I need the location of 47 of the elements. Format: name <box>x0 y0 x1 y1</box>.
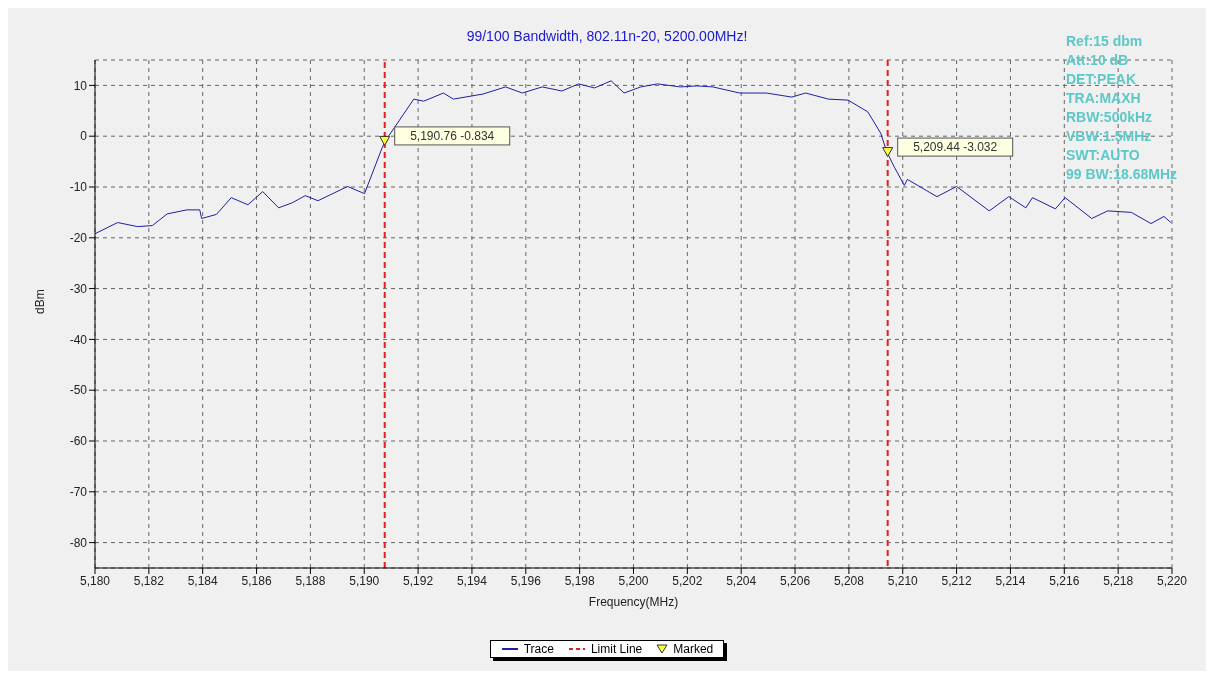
legend-label: Marked <box>672 642 714 656</box>
y-tick-label: -30 <box>69 281 88 296</box>
y-tick-label: -20 <box>69 231 88 246</box>
x-tick-label: 5,208 <box>833 573 865 588</box>
x-tick-label: 5,182 <box>133 573 165 588</box>
x-tick-label: 5,206 <box>780 573 811 588</box>
data-label: 5,209.44 -3.032 <box>913 140 998 155</box>
x-tick-label: 5,180 <box>79 573 111 588</box>
annotation: RBW:500kHz <box>1066 108 1154 127</box>
chart-title: 99/100 Bandwidth, 802.11n-20, 5200.00MHz! <box>466 28 748 44</box>
y-tick-label: -80 <box>69 535 88 550</box>
legend-label: Trace <box>522 642 554 656</box>
y-tick-label: -60 <box>69 434 88 449</box>
annotation: VBW:1.5MHz <box>1066 127 1153 146</box>
legend-label: Limit Line <box>589 642 643 656</box>
y-tick-label: -40 <box>69 332 88 347</box>
x-tick-label: 5,214 <box>995 573 1026 588</box>
x-tick-label: 5,198 <box>564 573 595 588</box>
x-tick-label: 5,220 <box>1156 573 1188 588</box>
y-tick-label: -50 <box>69 383 88 398</box>
text: Ref:15 dbm <box>1066 32 1144 51</box>
y-tick-label: -70 <box>69 485 88 500</box>
x-tick-label: 5,200 <box>618 573 649 588</box>
y-tick-label: -10 <box>69 180 88 195</box>
annotation: Att:10 dB <box>1066 51 1130 70</box>
x-tick-label: 5,212 <box>941 573 972 588</box>
x-tick-label: 5,186 <box>241 573 272 588</box>
x-tick-label: 5,196 <box>510 573 542 588</box>
x-tick-label: 5,210 <box>887 573 919 588</box>
x-tick-label: 5,188 <box>295 573 326 588</box>
x-tick-label: 5,218 <box>1103 573 1134 588</box>
y-tick-label: 10 <box>73 78 88 93</box>
annotation: 99 BW:18.68MHz <box>1066 165 1178 184</box>
x-tick-label: 5,184 <box>187 573 219 588</box>
annotation: TRA:MAXH <box>1066 89 1142 108</box>
x-tick-label: 5,194 <box>456 573 488 588</box>
y-tick-label: 0 <box>80 129 88 144</box>
x-tick-label: 5,216 <box>1049 573 1080 588</box>
x-tick-label: 5,192 <box>403 573 434 588</box>
x-tick-label: 5,202 <box>672 573 703 588</box>
x-axis-title: Frequency(MHz) <box>588 595 679 609</box>
data-label: 5,190.76 -0.834 <box>410 128 495 143</box>
x-tick-label: 5,204 <box>726 573 757 588</box>
annotation: DET:PEAK <box>1066 70 1137 89</box>
x-tick-label: 5,190 <box>349 573 380 588</box>
annotation: SWT:AUTO <box>1066 146 1141 165</box>
y-axis-title: dBm <box>33 289 48 314</box>
